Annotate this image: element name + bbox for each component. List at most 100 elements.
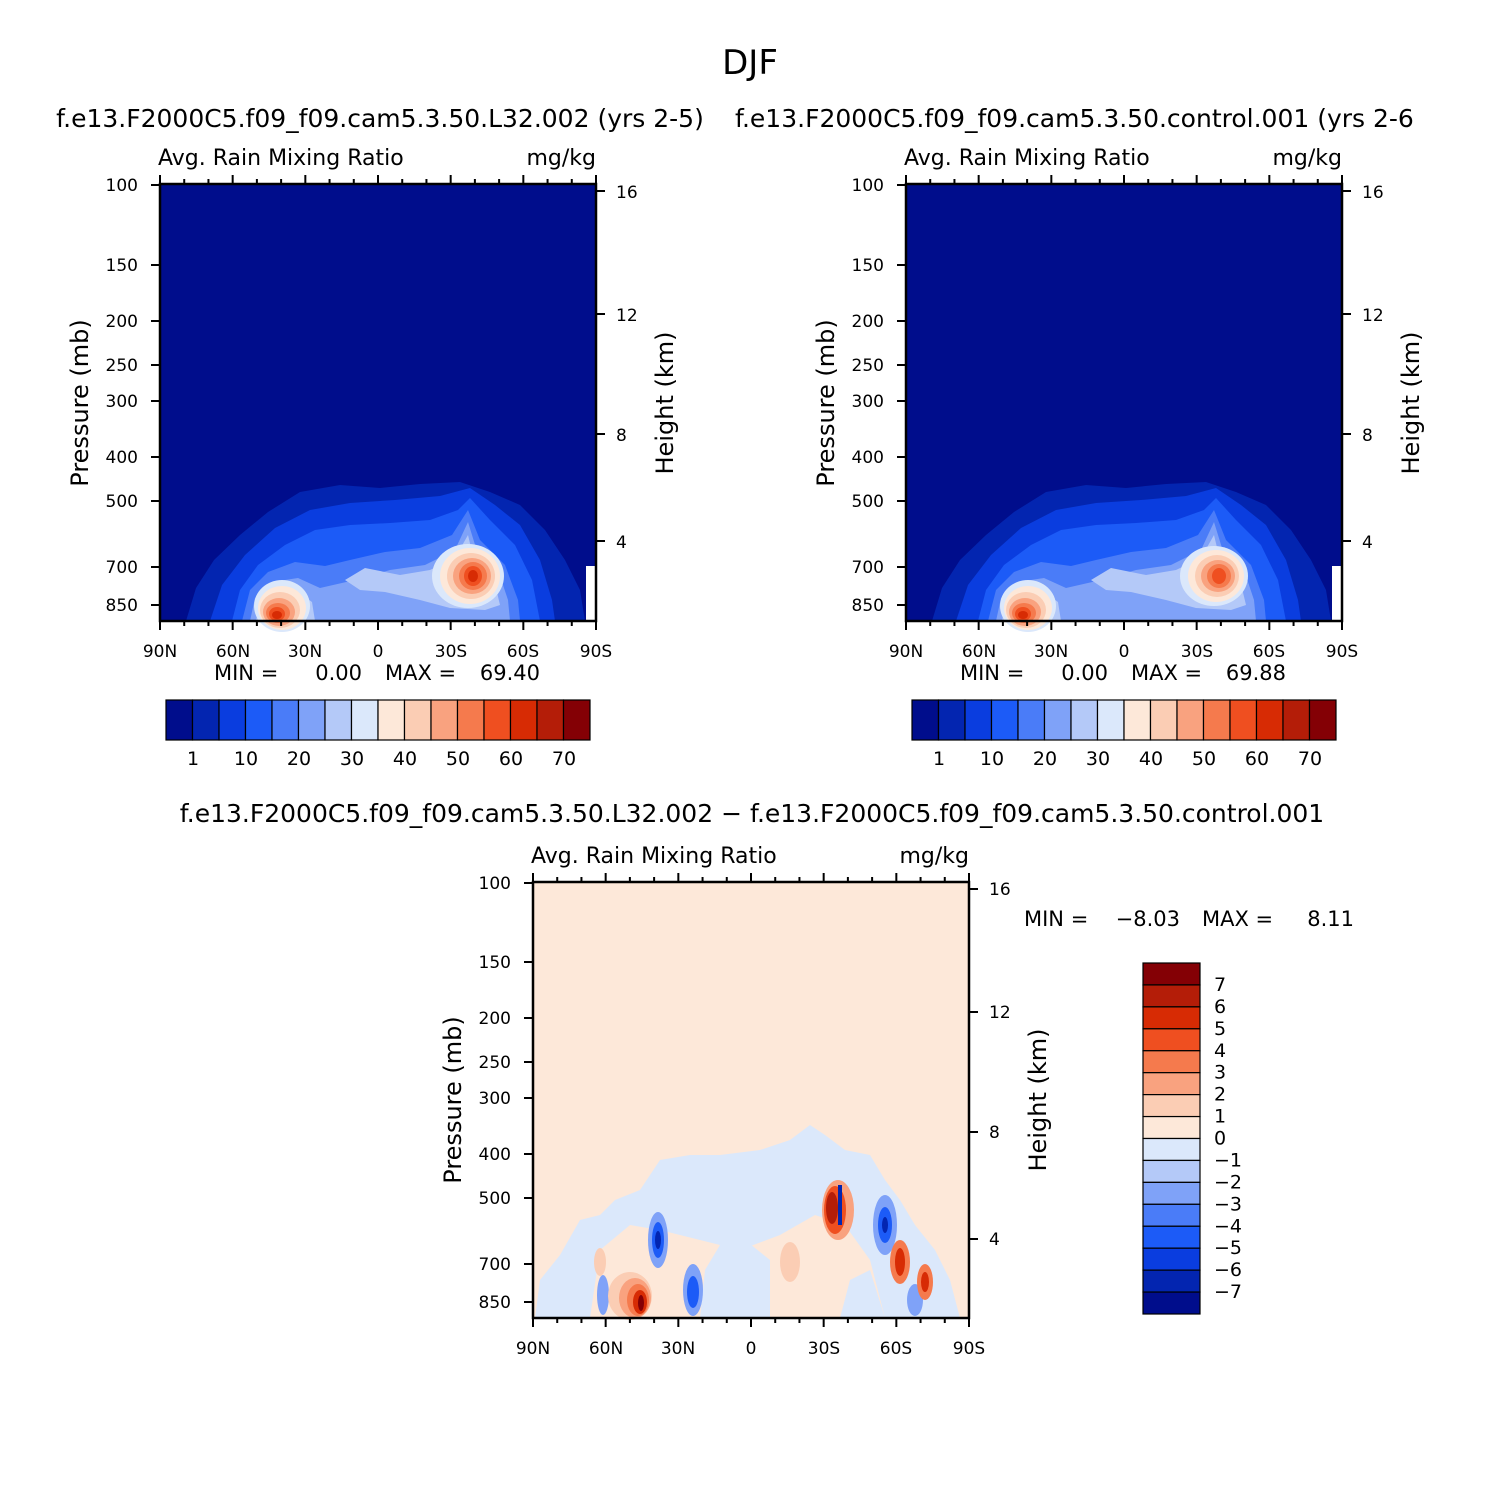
panel-2-x-axis: 90N 60N 30N 0 30S 60S 90S: [889, 642, 1358, 662]
panel-1-ticks: [151, 175, 605, 630]
panel-1-cb-label: 30: [340, 748, 364, 770]
colorbar-swatch: [1070, 699, 1099, 741]
panel-3-y-right-label: Height (km): [1024, 1029, 1052, 1172]
panel-2-cb-label: 1: [933, 748, 945, 770]
colorbar-swatch: [271, 699, 300, 741]
panel-1-cb-label: 20: [287, 748, 311, 770]
colorbar-swatch: [1142, 1247, 1201, 1271]
panel-1-height-tick-4: 4: [616, 533, 627, 553]
panel-2-ticks: [897, 175, 1351, 630]
panel-3-y-tick-200: 200: [479, 1009, 511, 1029]
colorbar-swatch: [377, 699, 406, 741]
panel-2-left-string: Avg. Rain Mixing Ratio: [904, 146, 1150, 171]
panel-3-pos-blob: [780, 1242, 800, 1282]
panel-3-cb-label: −7: [1214, 1281, 1242, 1303]
panel-3-x-axis: 90N 60N 30N 0 30S 60S 90S: [516, 1339, 985, 1359]
panel-3-y-tick-400: 400: [479, 1145, 511, 1165]
panel-1-title: f.e13.F2000C5.f09_f09.cam5.3.50.L32.002 …: [56, 104, 704, 133]
panel-3-y-tick-150: 150: [479, 953, 511, 973]
panel-2-cb-label: 20: [1033, 748, 1057, 770]
panel-2-title: f.e13.F2000C5.f09_f09.cam5.3.50.control.…: [735, 104, 1414, 133]
colorbar-swatch: [1142, 1203, 1201, 1227]
panel-2-y-tick-200: 200: [852, 312, 884, 332]
panel-3-x-tick-90n: 90N: [516, 1339, 550, 1359]
page-title: DJF: [722, 43, 778, 83]
panel-1-min-value: 0.00: [315, 661, 362, 685]
panel-1-cb-label: 50: [446, 748, 470, 770]
panel-3-y-tick-100: 100: [479, 874, 511, 894]
panel-2-max-value: 69.88: [1226, 661, 1286, 685]
panel-3-title: f.e13.F2000C5.f09_f09.cam5.3.50.L32.002 …: [180, 799, 1324, 828]
panel-1-colorbar: [165, 699, 591, 741]
panel-2-contour-6: [1002, 535, 1246, 621]
panel-2-missing-data: [1332, 566, 1342, 621]
panel-3-neg-blob: [655, 1231, 661, 1249]
colorbar-swatch: [1142, 1225, 1201, 1249]
panel-2-x-tick-30n: 30N: [1034, 642, 1068, 662]
panel-2-height-tick-4: 4: [1362, 533, 1373, 553]
panel-3-height-tick-8: 8: [989, 1123, 1000, 1143]
panel-3-y-label: Pressure (mb): [439, 1016, 467, 1183]
panel-2-x-tick-90s: 90S: [1326, 642, 1358, 662]
panel-3-y-tick-850: 850: [479, 1293, 511, 1313]
panel-3-cb-label: −3: [1214, 1193, 1242, 1215]
panel-3-cb-label: 1: [1214, 1106, 1226, 1128]
colorbar-swatch: [1142, 1050, 1201, 1074]
panel-3-pos-blob: [826, 1192, 838, 1224]
colorbar-swatch: [1149, 699, 1178, 741]
colorbar-swatch: [1142, 1137, 1201, 1162]
colorbar-swatch: [403, 699, 432, 741]
panel-1-x-tick-90s: 90S: [580, 642, 612, 662]
panel-3-neg-stripe: [838, 1185, 842, 1225]
colorbar-swatch: [218, 699, 247, 741]
panel-3-max-label: MAX =: [1202, 907, 1273, 931]
panel-1-y-tick-850: 850: [106, 596, 138, 616]
colorbar-swatch: [1142, 1159, 1201, 1183]
colorbar-swatch: [350, 699, 379, 741]
panel-3-y-axis-left: 100 150 200 250 300 400 500 700 850 Pres…: [439, 874, 511, 1313]
panel-1-y-tick-150: 150: [106, 256, 138, 276]
panel-3-cb-label: −2: [1214, 1171, 1242, 1193]
panel-2-min-value: 0.00: [1061, 661, 1108, 685]
panel-3-height-tick-4: 4: [989, 1230, 1000, 1250]
colorbar-swatch: [1255, 699, 1284, 741]
panel-1-left-string: Avg. Rain Mixing Ratio: [158, 146, 404, 171]
colorbar-swatch: [1142, 1094, 1201, 1118]
colorbar-swatch: [990, 699, 1019, 741]
panel-1-cb-label: 70: [552, 748, 576, 770]
colorbar-swatch: [1142, 984, 1201, 1008]
panel-3-x-tick-30n: 30N: [661, 1339, 695, 1359]
panel-1-height-tick-8: 8: [616, 426, 627, 446]
panel-1-x-tick-90n: 90N: [143, 642, 177, 662]
panel-1-cb-label: 60: [499, 748, 523, 770]
panel-2-x-tick-90n: 90N: [889, 642, 923, 662]
panel-3: f.e13.F2000C5.f09_f09.cam5.3.50.L32.002 …: [180, 799, 1354, 1359]
panel-1-x-tick-60s: 60S: [507, 642, 539, 662]
colorbar-swatch: [1142, 1006, 1201, 1030]
panel-1-x-tick-0: 0: [373, 642, 384, 662]
panel-1-max-value: 69.40: [480, 661, 540, 685]
panel-2-cb-label: 70: [1298, 748, 1322, 770]
colorbar-swatch: [1308, 699, 1337, 741]
panel-1-y-tick-300: 300: [106, 392, 138, 412]
panel-2-x-tick-60s: 60S: [1253, 642, 1285, 662]
panel-1-units: mg/kg: [526, 146, 596, 171]
panel-1-x-tick-30s: 30S: [435, 642, 467, 662]
colorbar-swatch: [1017, 699, 1046, 741]
panel-3-neg-blob: [687, 1276, 699, 1308]
panel-3-x-tick-30s: 30S: [808, 1339, 840, 1359]
colorbar-swatch: [1282, 699, 1311, 741]
colorbar-swatch: [1176, 699, 1205, 741]
panel-1-colorbar-labels: 1 10 20 30 40 50 60 70: [187, 748, 576, 770]
panel-3-cb-label: 3: [1214, 1062, 1226, 1084]
panel-3-neg-blob: [882, 1217, 888, 1233]
panel-1-contour-13: [272, 611, 282, 619]
panel-2-stats: MIN = 0.00 MAX = 69.88: [960, 661, 1286, 685]
panel-1-min-label: MIN =: [214, 661, 278, 685]
colorbar-swatch: [324, 699, 353, 741]
panel-2-x-tick-30s: 30S: [1181, 642, 1213, 662]
panel-2-height-tick-16: 16: [1362, 183, 1384, 203]
panel-3-x-tick-60n: 60N: [589, 1339, 623, 1359]
panel-2-cb-label: 10: [980, 748, 1004, 770]
